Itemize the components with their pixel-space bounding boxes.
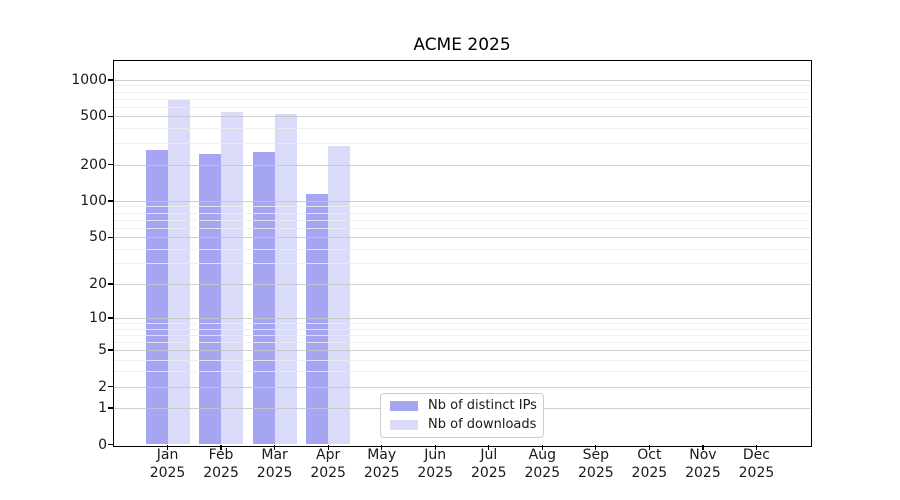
gridline-minor [114, 128, 810, 130]
y-tick-label: 50 [89, 229, 107, 246]
gridline-major [114, 386, 810, 388]
legend: Nb of distinct IPs Nb of downloads [380, 392, 544, 438]
x-tick-label-sep: Sep 2025 [578, 447, 614, 481]
bar-nb-of-distinct-ips-feb [199, 153, 222, 445]
x-tick-label-jan: Jan 2025 [149, 447, 186, 481]
y-tick-label: 100 [80, 192, 107, 209]
legend-item-distinct-ips: Nb of distinct IPs [381, 398, 543, 413]
y-tick-mark [108, 283, 113, 285]
x-tick-mark [702, 445, 704, 450]
x-tick-label-mar: Mar 2025 [256, 447, 293, 481]
y-tick-mark [108, 386, 113, 388]
x-tick-mark [648, 445, 651, 450]
y-tick-label: 5 [98, 341, 107, 358]
gridline-minor [114, 143, 810, 145]
bar-nb-of-downloads-mar [274, 113, 297, 445]
gridline-minor [114, 219, 810, 221]
gridline-minor [114, 212, 810, 214]
gridline-minor [114, 227, 810, 229]
y-tick-label: 1 [98, 399, 107, 416]
gridline-minor [114, 106, 810, 108]
gridline-major [114, 164, 810, 166]
y-tick-label: 200 [80, 156, 107, 173]
y-tick-mark [108, 200, 113, 202]
y-tick-label: 2 [98, 378, 107, 395]
y-tick-mark [108, 317, 113, 319]
x-tick-label-apr: Apr 2025 [310, 447, 346, 481]
x-tick-mark [381, 445, 383, 450]
bar-nb-of-downloads-apr [328, 146, 351, 445]
gridline-major [114, 283, 810, 285]
gridline-minor [114, 341, 810, 343]
y-tick-label: 1000 [71, 71, 107, 88]
gridline-minor [114, 263, 810, 265]
gridline-minor [114, 85, 810, 87]
x-tick-mark [273, 445, 276, 450]
x-tick-label-jun: Jun 2025 [417, 447, 454, 481]
x-tick-mark [755, 445, 758, 450]
legend-swatch-distinct-ips [390, 400, 418, 411]
x-tick-mark [327, 445, 329, 450]
gridline-major [114, 79, 810, 81]
y-tick-mark [108, 115, 113, 118]
gridline-minor [114, 98, 810, 100]
y-tick-label: 0 [98, 436, 107, 453]
gridline-minor [114, 206, 810, 208]
gridline-major [114, 349, 810, 351]
x-tick-mark [220, 445, 222, 450]
gridline-minor [114, 359, 810, 361]
bar-nb-of-distinct-ips-jan [145, 149, 168, 445]
x-tick-mark [434, 445, 436, 450]
x-tick-label-may: May 2025 [363, 447, 400, 481]
y-tick-label: 500 [80, 108, 107, 125]
y-tick-mark [108, 444, 113, 446]
y-tick-mark [108, 236, 113, 238]
gridline-minor [114, 91, 810, 93]
bar-nb-of-downloads-feb [221, 111, 244, 445]
plot-area [114, 61, 810, 445]
x-tick-mark [541, 445, 543, 450]
x-tick-label-oct: Oct 2025 [631, 447, 668, 481]
gridline-major [114, 237, 810, 239]
x-tick-label-aug: Aug 2025 [524, 447, 561, 481]
gridline-minor [114, 328, 810, 330]
gridline-minor [114, 371, 810, 373]
gridline-minor [114, 322, 810, 324]
gridline-major [114, 200, 810, 202]
y-tick-label: 10 [89, 309, 107, 326]
chart-title: ACME 2025 [413, 35, 511, 55]
gridline-major [114, 116, 810, 118]
legend-label: Nb of distinct IPs [428, 398, 537, 413]
gridline-major [114, 317, 810, 319]
x-tick-label-feb: Feb 2025 [203, 447, 239, 481]
legend-item-downloads: Nb of downloads [381, 417, 543, 432]
y-tick-mark [108, 79, 113, 81]
bar-nb-of-distinct-ips-mar [252, 151, 275, 445]
y-tick-mark [108, 164, 113, 166]
x-tick-mark [166, 445, 169, 450]
x-tick-mark [595, 445, 597, 450]
legend-swatch-downloads [390, 419, 418, 430]
bar-nb-of-distinct-ips-apr [306, 194, 329, 445]
x-tick-mark [488, 445, 490, 450]
bar-nb-of-downloads-jan [167, 99, 190, 445]
legend-label: Nb of downloads [428, 417, 537, 432]
gridline-minor [114, 248, 810, 250]
x-tick-label-nov: Nov 2025 [685, 447, 721, 481]
y-tick-label: 20 [89, 275, 107, 292]
x-tick-label-jul: Jul 2025 [470, 447, 507, 481]
x-tick-label-dec: Dec 2025 [738, 447, 775, 481]
y-tick-mark [108, 407, 113, 409]
y-tick-mark [108, 349, 113, 351]
gridline-minor [114, 334, 810, 336]
